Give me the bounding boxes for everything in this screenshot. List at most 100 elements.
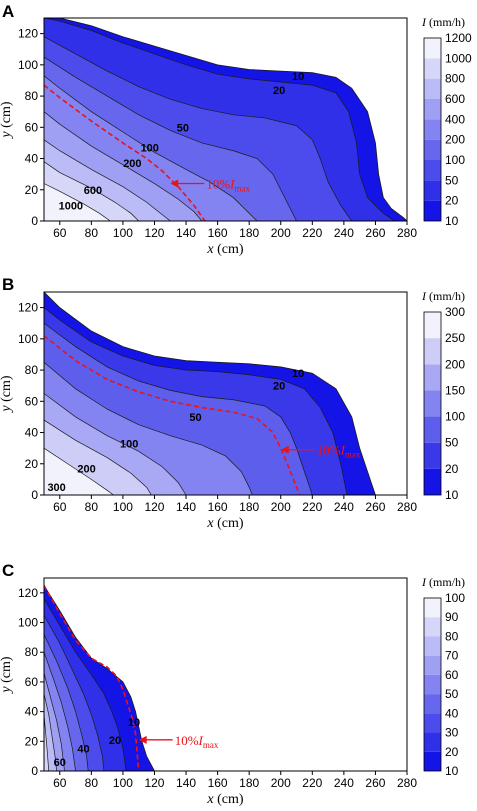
y-tick-label: 40 (25, 426, 39, 440)
panel-letter: A (2, 2, 14, 21)
contour-line-1000 (44, 183, 111, 221)
x-tick-label: 160 (208, 500, 228, 514)
colorbar-frame (423, 597, 442, 772)
x-tick-label: 140 (176, 500, 196, 514)
contour-label: 50 (177, 122, 189, 134)
contour-label: 10 (292, 368, 304, 380)
contour-line-20 (44, 307, 348, 495)
colorbar-title-var: I (421, 15, 427, 29)
x-axis-unit: (cm) (214, 242, 244, 257)
colorbar-swatch (424, 694, 441, 714)
x-tick-label: 140 (176, 776, 196, 790)
y-tick-label: 40 (25, 152, 39, 166)
x-tick-label: 120 (144, 500, 164, 514)
colorbar-tick-label: 100 (445, 410, 465, 424)
y-tick-label: 0 (31, 214, 38, 228)
colorbar-tick-label: 90 (445, 610, 459, 624)
contour-label: 50 (189, 412, 201, 424)
colorbar-swatch (424, 442, 441, 469)
contour-label: 100 (120, 438, 138, 450)
colorbar-tick-label: 30 (445, 726, 459, 740)
colorbar-tick-label: 300 (445, 305, 465, 319)
x-tick-label: 100 (113, 776, 133, 790)
x-tick-label: 80 (85, 226, 99, 240)
colorbar-swatch (424, 312, 441, 339)
colorbar-tick-label: 1200 (445, 31, 472, 45)
contour-label: 200 (77, 463, 95, 475)
y-tick-label: 100 (18, 332, 38, 346)
contour-label: 20 (109, 735, 121, 747)
colorbar-tick-label: 20 (445, 462, 459, 476)
colorbar-tick-label: 50 (445, 687, 459, 701)
panel-letter: C (2, 561, 14, 580)
contour-label: 200 (123, 158, 141, 170)
x-tick-label: 80 (85, 776, 99, 790)
colorbar-frame (423, 37, 442, 222)
contour-label: 1000 (59, 200, 83, 212)
y-tick-label: 60 (25, 675, 39, 689)
colorbar-tick-label: 80 (445, 629, 459, 643)
colorbar-swatch (424, 99, 441, 120)
annotation-subscript: max (234, 184, 250, 194)
colorbar-swatch (424, 139, 441, 160)
y-tick-label: 20 (25, 734, 39, 748)
colorbar-swatch (424, 119, 441, 140)
colorbar-swatch (424, 713, 441, 733)
colorbar-tick-label: 200 (445, 133, 465, 147)
y-tick-label: 20 (25, 457, 39, 471)
y-tick-label: 100 (18, 58, 38, 72)
colorbar-title-unit: (mm/h) (426, 289, 465, 303)
y-axis-var: y (0, 405, 14, 414)
x-tick-label: 180 (239, 500, 259, 514)
y-axis-label: y (cm) (0, 101, 14, 139)
y-tick-label: 100 (18, 616, 38, 630)
colorbar-tick-label: 40 (445, 706, 459, 720)
colorbar-title-var: I (421, 575, 427, 589)
colorbar-tick-label: 400 (445, 112, 465, 126)
y-tick-label: 60 (25, 120, 39, 134)
x-tick-label: 60 (53, 500, 67, 514)
y-tick-label: 80 (25, 89, 39, 103)
x-tick-label: 140 (176, 226, 196, 240)
colorbar-swatch (424, 364, 441, 391)
x-tick-label: 220 (302, 776, 322, 790)
colorbar-swatch (424, 78, 441, 99)
contour-line-60 (44, 672, 65, 771)
contour-label: 10 (292, 71, 304, 83)
annotation-label: 10%Imax (175, 733, 219, 750)
contour-line-50 (44, 36, 353, 221)
contour-label: 300 (47, 482, 65, 494)
colorbar-tick-label: 150 (445, 383, 465, 397)
colorbar-swatch (424, 200, 441, 221)
dashed-10pct-line (44, 84, 206, 221)
dashed-10pct-line (44, 335, 301, 495)
x-axis-var: x (206, 792, 214, 807)
contour-line-600 (44, 139, 171, 221)
x-axis-var: x (206, 242, 214, 257)
colorbar-tick-label: 10 (445, 764, 459, 778)
y-axis-label: y (cm) (0, 375, 14, 413)
colorbar-swatch (424, 390, 441, 417)
colorbar-title-var: I (421, 289, 427, 303)
colorbar-swatch (424, 58, 441, 79)
x-tick-label: 240 (334, 776, 354, 790)
annotation-var: I (340, 443, 346, 458)
axes-frame (43, 291, 408, 496)
colorbar-tick-label: 800 (445, 72, 465, 86)
x-tick-label: 200 (271, 776, 291, 790)
contour-label: 20 (273, 381, 285, 393)
y-axis-var: y (0, 131, 14, 140)
x-tick-label: 100 (113, 226, 133, 240)
y-axis-unit: (cm) (0, 101, 14, 131)
colorbar-swatch (424, 636, 441, 656)
x-tick-label: 240 (334, 226, 354, 240)
x-tick-label: 240 (334, 500, 354, 514)
contour-line-50 (44, 322, 313, 495)
x-tick-label: 180 (239, 776, 259, 790)
x-tick-label: 80 (85, 500, 99, 514)
panel-letter: B (2, 275, 14, 294)
